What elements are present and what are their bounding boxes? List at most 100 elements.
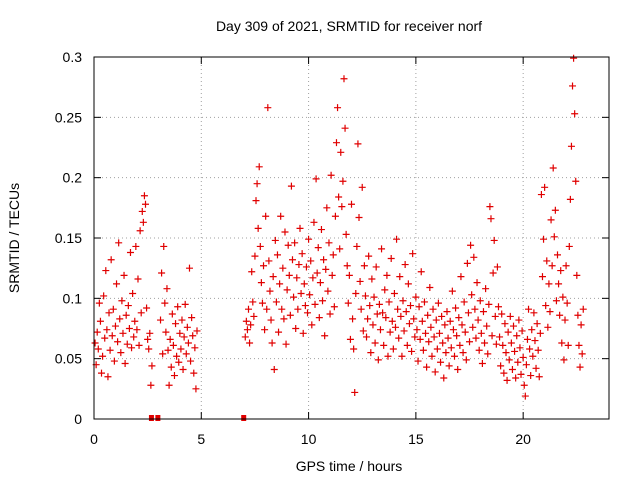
data-point: [278, 305, 286, 313]
data-point: [520, 381, 528, 389]
data-point: [573, 271, 581, 279]
data-point: [384, 352, 392, 360]
data-point: [315, 314, 323, 322]
data-point: [401, 261, 409, 269]
data-point: [104, 373, 112, 381]
data-point: [460, 298, 468, 306]
data-point: [292, 325, 300, 332]
data-point: [391, 323, 399, 331]
data-point: [433, 345, 441, 353]
data-point: [273, 251, 281, 259]
data-point: [527, 372, 535, 380]
data-point: [380, 341, 388, 349]
data-point: [102, 267, 110, 275]
data-point: [395, 334, 403, 342]
data-point: [397, 312, 405, 320]
data-point: [469, 323, 477, 331]
data-point: [481, 339, 489, 347]
data-point: [340, 75, 348, 83]
data-point: [248, 268, 256, 276]
data-point: [463, 259, 471, 267]
data-point: [523, 335, 531, 343]
data-point: [125, 325, 133, 332]
chart-title: Day 309 of 2021, SRMTID for receiver nor…: [216, 18, 482, 34]
data-point: [254, 224, 262, 232]
data-point: [308, 321, 316, 329]
data-point: [564, 341, 572, 349]
data-point: [551, 206, 559, 214]
data-point: [134, 275, 142, 283]
data-point: [158, 269, 166, 277]
data-point: [122, 311, 130, 319]
data-point: [182, 350, 190, 358]
data-point: [468, 291, 476, 299]
y-tick-label: 0.25: [55, 109, 82, 125]
data-point: [287, 182, 295, 190]
data-point: [560, 356, 568, 364]
data-point: [106, 346, 114, 354]
x-axis-label: GPS time / hours: [296, 458, 403, 474]
data-point: [485, 300, 493, 308]
data-point: [558, 339, 566, 347]
data-point: [426, 283, 434, 291]
data-point: [139, 218, 147, 226]
data-point: [96, 317, 104, 325]
data-point: [579, 305, 587, 313]
data-point: [133, 326, 141, 334]
data-point: [498, 310, 506, 318]
data-point: [137, 309, 145, 317]
data-point: [525, 305, 533, 313]
data-point: [396, 273, 404, 281]
data-point: [493, 263, 501, 271]
data-point: [566, 195, 574, 203]
data-point: [466, 338, 474, 346]
data-point: [336, 245, 344, 253]
data-point: [541, 183, 549, 191]
data-point: [471, 305, 479, 313]
data-point: [349, 315, 357, 323]
data-point: [376, 326, 384, 334]
data-point: [257, 279, 265, 287]
data-point: [367, 349, 375, 357]
data-point: [107, 256, 115, 264]
data-point: [319, 297, 327, 305]
data-points: [91, 54, 587, 400]
data-point: [543, 257, 551, 265]
data-point: [311, 300, 319, 308]
data-point: [275, 328, 283, 336]
data-point: [242, 317, 250, 325]
data-point: [494, 303, 502, 311]
data-point: [355, 213, 363, 221]
data-point: [420, 298, 428, 306]
data-point: [252, 197, 260, 205]
data-point: [507, 339, 515, 347]
data-point: [522, 361, 530, 369]
data-point: [448, 287, 456, 295]
data-point: [300, 280, 308, 288]
data-point: [175, 358, 183, 366]
data-point: [317, 226, 325, 234]
data-point: [109, 305, 117, 313]
data-point: [499, 341, 507, 349]
data-point: [461, 328, 469, 336]
data-point: [357, 305, 365, 313]
x-tick-label: 0: [90, 431, 98, 447]
data-point: [330, 303, 338, 311]
data-point: [138, 207, 146, 215]
data-point: [343, 262, 351, 270]
data-point: [536, 329, 544, 337]
data-point: [484, 350, 492, 358]
data-point: [116, 315, 124, 323]
data-point: [515, 316, 523, 324]
data-point: [444, 334, 452, 342]
data-point: [185, 264, 193, 272]
zero-value-marker: [155, 415, 161, 421]
data-point: [291, 239, 299, 247]
data-point: [474, 316, 482, 324]
data-point: [120, 271, 128, 279]
x-tick-label: 20: [515, 431, 531, 447]
data-point: [429, 305, 437, 313]
data-point: [249, 298, 257, 306]
data-point: [136, 227, 144, 235]
